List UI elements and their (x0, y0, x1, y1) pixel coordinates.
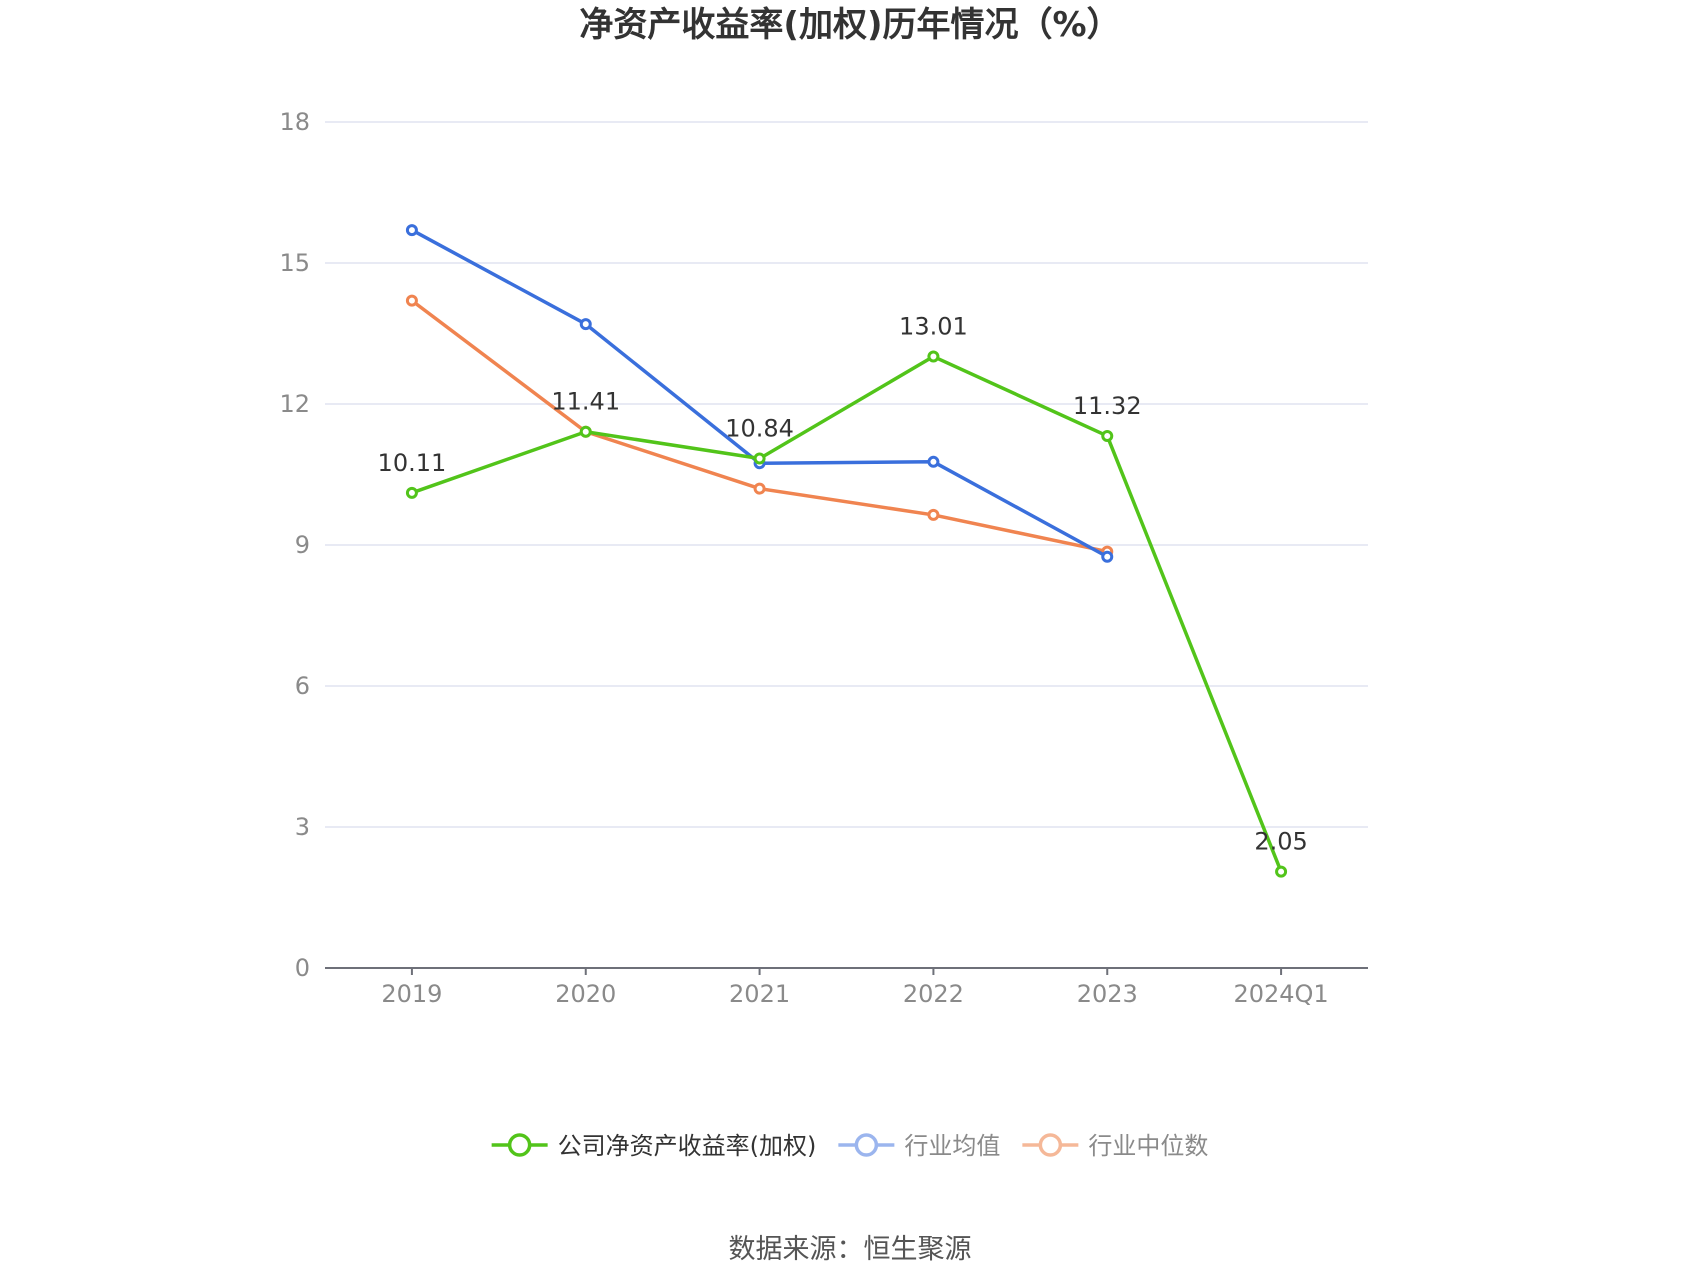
data-point[interactable] (1101, 550, 1114, 563)
y-tick-label: 18 (279, 108, 310, 136)
legend-item-1[interactable]: 行业均值 (838, 1132, 1000, 1160)
data-label: 10.11 (378, 449, 447, 477)
axes: 0 3 6 9 12 15 18 2019 2020 2021 2022 2023 2024Q1 (279, 108, 1368, 1008)
data-point[interactable] (405, 486, 418, 499)
legend-item-2[interactable]: 行业中位数 (1022, 1132, 1208, 1160)
series (405, 224, 1288, 878)
chart-title: 净资产收益率(加权)历年情况（%） (579, 5, 1120, 45)
y-tick-label: 9 (295, 531, 310, 559)
data-point[interactable] (1275, 865, 1288, 878)
legend-label: 行业中位数 (1088, 1132, 1208, 1160)
data-point[interactable] (405, 294, 418, 307)
data-label: 10.84 (725, 415, 794, 443)
x-tick-label: 2022 (903, 980, 964, 1008)
x-tick-label: 2021 (729, 980, 790, 1008)
x-tick-label: 2020 (555, 980, 616, 1008)
data-point[interactable] (927, 455, 940, 468)
data-point[interactable] (753, 482, 766, 495)
grid (325, 121, 1368, 828)
legend-marker-icon (854, 1133, 879, 1157)
series-0 (405, 350, 1288, 878)
data-point[interactable] (405, 224, 418, 237)
y-tick-label: 15 (279, 249, 310, 277)
x-tick-label: 2023 (1077, 980, 1138, 1008)
data-label: 11.41 (551, 388, 620, 416)
data-point[interactable] (579, 318, 592, 331)
y-tick-label: 0 (295, 954, 310, 982)
data-point[interactable] (927, 508, 940, 521)
x-tick-label: 2024Q1 (1233, 980, 1328, 1008)
legend-item-0[interactable]: 公司净资产收益率(加权) (491, 1132, 817, 1160)
source-note: 数据来源：恒生聚源 (729, 1234, 972, 1265)
series-line (411, 354, 1283, 873)
legend-marker-icon (507, 1133, 532, 1157)
data-label: 13.01 (899, 313, 968, 341)
data-labels: 10.11 11.41 10.84 13.01 11.32 2.05 (378, 313, 1308, 856)
y-tick-label: 12 (279, 390, 310, 418)
series-line (411, 228, 1109, 559)
data-label: 11.32 (1073, 392, 1142, 420)
data-point[interactable] (927, 350, 940, 363)
data-point[interactable] (753, 452, 766, 465)
legend[interactable]: 公司净资产收益率(加权) 行业均值 行业中位数 (491, 1132, 1209, 1160)
legend-marker-icon (1038, 1133, 1063, 1157)
y-tick-label: 6 (295, 672, 310, 700)
legend-label: 公司净资产收益率(加权) (558, 1132, 817, 1160)
data-point[interactable] (579, 425, 592, 438)
data-label: 2.05 (1254, 828, 1307, 856)
data-point[interactable] (1101, 429, 1114, 442)
legend-label: 行业均值 (904, 1132, 1000, 1160)
x-tick-label: 2019 (381, 980, 442, 1008)
y-tick-label: 3 (295, 813, 310, 841)
series-1 (405, 224, 1114, 563)
